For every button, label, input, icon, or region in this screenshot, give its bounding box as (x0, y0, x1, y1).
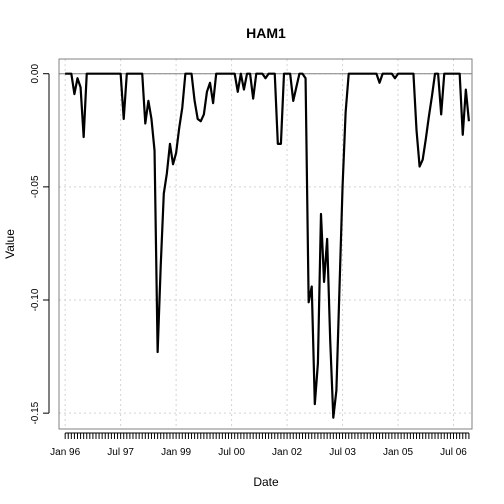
x-axis-label: Date (253, 475, 279, 489)
chart-title: HAM1 (246, 25, 286, 41)
y-tick-label: -0.10 (30, 288, 41, 311)
series-line-ham1 (65, 72, 471, 419)
x-tick-label: Jan 96 (50, 447, 80, 458)
x-tick-label: Jan 05 (383, 447, 413, 458)
x-tick-label: Jul 03 (329, 447, 356, 458)
y-tick-label: -0.15 (30, 401, 41, 424)
x-tick-label: Jul 00 (218, 447, 245, 458)
x-tick-label: Jan 99 (161, 447, 191, 458)
x-tick-label: Jul 97 (107, 447, 134, 458)
y-axis: 0.00 -0.05 -0.10 -0.15 (30, 64, 50, 425)
vertical-gridlines (64, 59, 455, 429)
y-axis-label: Value (3, 229, 17, 259)
x-tick-label: Jan 02 (272, 447, 302, 458)
x-tick-label: Jul 06 (440, 447, 467, 458)
y-tick-label: 0.00 (30, 64, 41, 84)
y-tick-label: -0.05 (30, 175, 41, 198)
x-axis: Jan 96 Jul 97 Jan 99 Jul 00 Jan 02 Jul 03 Jan … (50, 432, 470, 458)
plot-frame (58, 58, 473, 430)
